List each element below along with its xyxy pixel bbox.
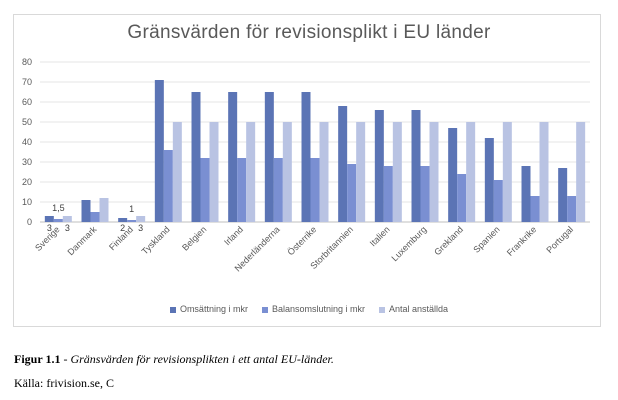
bar <box>448 128 458 222</box>
bar <box>301 92 311 222</box>
data-label: 2 <box>120 223 125 233</box>
data-label: 3 <box>47 223 52 233</box>
bar <box>127 220 137 222</box>
bar <box>567 196 577 222</box>
bar <box>53 219 63 222</box>
bar <box>530 196 540 222</box>
data-label: 1,5 <box>52 203 65 213</box>
figure-separator: - <box>60 352 71 366</box>
x-tick-label: Frankrike <box>505 224 539 258</box>
bar <box>154 80 164 222</box>
bar <box>521 166 531 222</box>
legend-swatch <box>169 306 176 313</box>
bar <box>81 200 91 222</box>
bar <box>99 198 109 222</box>
y-tick-label: 40 <box>22 137 32 147</box>
x-tick-label: Portugal <box>544 224 575 255</box>
bar <box>374 110 384 222</box>
legend-item: Omsättning i mkr <box>169 304 248 314</box>
bar <box>356 122 366 222</box>
bar <box>118 218 128 222</box>
y-tick-label: 60 <box>22 97 32 107</box>
bar <box>558 168 568 222</box>
x-tick-label: Österrike <box>286 224 319 257</box>
bar <box>44 216 54 222</box>
bar <box>163 150 173 222</box>
bar <box>338 106 348 222</box>
bar <box>200 158 210 222</box>
y-tick-label: 70 <box>22 77 32 87</box>
y-tick-label: 0 <box>27 217 32 227</box>
x-tick-label: Spanien <box>471 224 501 254</box>
bar <box>228 92 238 222</box>
legend-label: Balansomslutning i mkr <box>271 304 365 314</box>
x-tick-label: Irland <box>222 224 245 247</box>
bar <box>383 166 393 222</box>
chart-title: Gränsvärden för revisionsplikt i EU länd… <box>127 22 491 43</box>
x-tick-label: Belgien <box>180 224 208 252</box>
figure-source: Källa: frivision.se, C <box>14 376 114 390</box>
y-tick-label: 10 <box>22 197 32 207</box>
figure-caption: Figur 1.1 - Gränsvärden för revisionspli… <box>14 352 334 367</box>
y-tick-label: 20 <box>22 177 32 187</box>
bar <box>411 110 421 222</box>
bar <box>282 122 292 222</box>
bar <box>347 164 357 222</box>
chart-legend: Omsättning i mkr Balansomslutning i mkr An… <box>0 304 618 314</box>
legend-label: Omsättning i mkr <box>179 304 248 314</box>
data-label: 1 <box>129 204 134 214</box>
bar <box>466 122 476 222</box>
bar <box>429 122 439 222</box>
x-tick-label: Tyskland <box>140 224 172 256</box>
bar <box>539 122 549 222</box>
y-tick-label: 30 <box>22 157 32 167</box>
bar <box>502 122 512 222</box>
legend-item: Balansomslutning i mkr <box>261 304 365 314</box>
bar <box>191 92 201 222</box>
y-tick-label: 50 <box>22 117 32 127</box>
legend-item: Antal anställda <box>379 304 448 314</box>
data-label: 3 <box>138 223 143 233</box>
bar <box>264 92 274 222</box>
y-tick-label: 80 <box>22 57 32 67</box>
bar <box>392 122 402 222</box>
bar <box>246 122 256 222</box>
bar <box>273 158 283 222</box>
bar <box>62 216 72 222</box>
bar <box>237 158 247 222</box>
figure-text: Gränsvärden för revisionsplikten i ett a… <box>70 352 334 366</box>
bar <box>90 212 100 222</box>
bar <box>172 122 182 222</box>
bar <box>576 122 586 222</box>
x-tick-label: Luxemburg <box>390 224 429 263</box>
bar <box>136 216 146 222</box>
bar <box>484 138 494 222</box>
legend-swatch <box>379 306 385 313</box>
bar <box>457 174 467 222</box>
x-tick-label: Italien <box>368 224 392 248</box>
bar <box>310 158 320 222</box>
x-tick-label: Grekland <box>432 224 465 257</box>
bar <box>209 122 219 222</box>
legend-swatch <box>261 306 268 313</box>
bar <box>493 180 503 222</box>
x-tick-label: Danmark <box>66 224 99 257</box>
bar <box>420 166 430 222</box>
figure-label: Figur 1.1 <box>14 352 61 366</box>
bar <box>319 122 329 222</box>
legend-label: Antal anställda <box>389 304 449 314</box>
data-label: 3 <box>65 223 70 233</box>
